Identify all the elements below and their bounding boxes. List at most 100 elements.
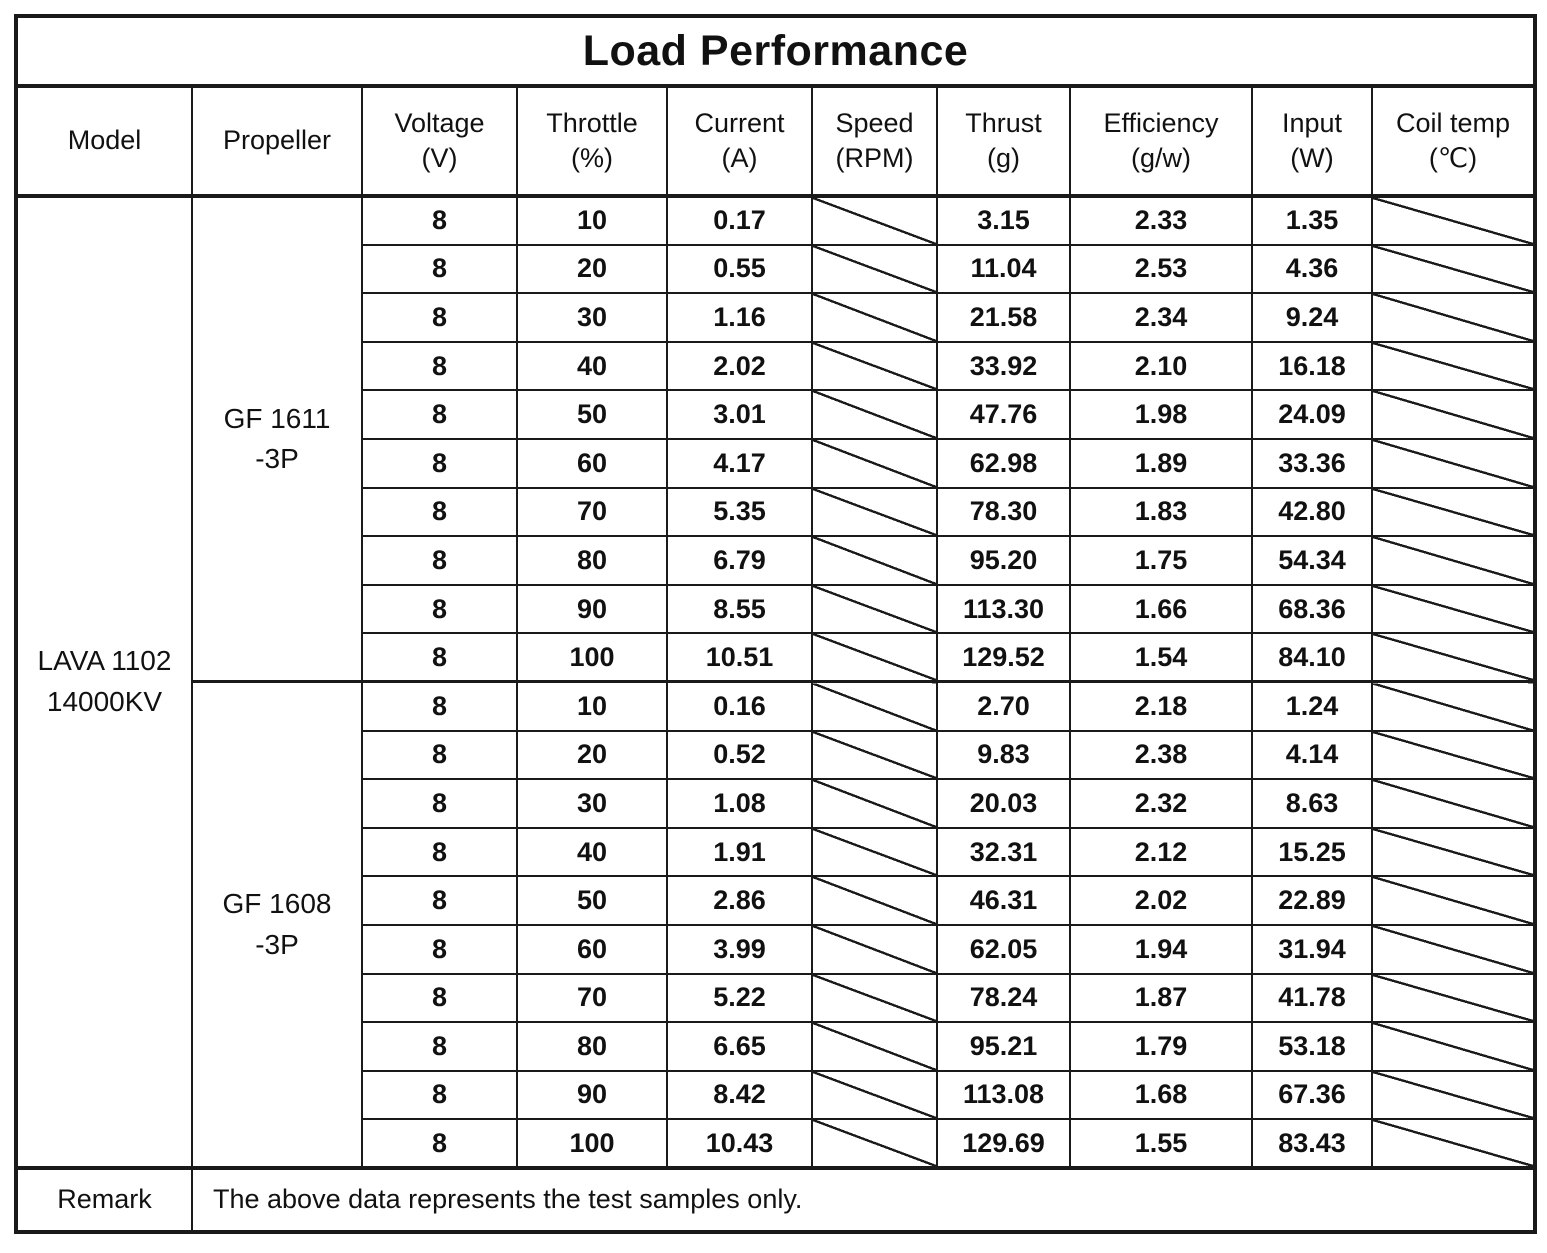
- efficiency-cell: 1.89: [1069, 437, 1253, 489]
- current-cell: 3.01: [666, 389, 813, 440]
- coil-temp-cell: [1370, 583, 1537, 635]
- table-row: 8 80 6.65 95.21 1.79 53.18: [16, 1021, 1537, 1072]
- thrust-cell: 21.58: [936, 292, 1071, 343]
- speed-cell: [811, 486, 938, 538]
- voltage-cell: 8: [361, 243, 518, 295]
- coil-temp-cell: [1370, 340, 1537, 392]
- throttle-cell: 60: [516, 437, 668, 489]
- current-cell: 1.16: [666, 292, 813, 343]
- speed-cell: [811, 923, 938, 975]
- efficiency-cell: 2.38: [1069, 729, 1253, 781]
- current-cell: 0.55: [666, 243, 813, 295]
- remark-row: Remark The above data represents the tes…: [15, 1165, 1537, 1233]
- coil-temp-cell: [1370, 535, 1537, 586]
- voltage-cell: 8: [361, 486, 518, 538]
- thrust-cell: 11.04: [936, 243, 1071, 295]
- coil-temp-cell: [1370, 1069, 1537, 1121]
- column-unit: (V): [421, 143, 458, 173]
- thrust-cell: 46.31: [936, 875, 1071, 926]
- table-row: 8 90 8.55 113.30 1.66 68.36: [16, 583, 1537, 635]
- speed-cell: [811, 340, 938, 392]
- column-header-voltage: Voltage (V): [361, 85, 518, 198]
- input-cell: 1.24: [1251, 680, 1373, 732]
- input-cell: 4.14: [1251, 729, 1373, 781]
- column-header-propeller: Propeller: [191, 85, 363, 198]
- thrust-cell: 3.15: [936, 195, 1071, 246]
- column-header-row: Model Propeller Voltage (V) Throttle (%)…: [15, 85, 1537, 198]
- remark-label: Remark: [15, 1165, 193, 1233]
- input-cell: 22.89: [1251, 875, 1373, 926]
- current-cell: 2.02: [666, 340, 813, 392]
- throttle-cell: 30: [516, 778, 668, 829]
- load-performance-table-container: Load Performance Model Propeller Voltage…: [14, 14, 1538, 1234]
- table-row: 8 30 1.08 20.03 2.32 8.63: [16, 778, 1537, 829]
- efficiency-cell: 2.12: [1069, 826, 1253, 878]
- current-cell: 0.16: [666, 680, 813, 732]
- coil-temp-cell: [1370, 826, 1537, 878]
- input-cell: 42.80: [1251, 486, 1373, 538]
- thrust-cell: 47.76: [936, 389, 1071, 440]
- input-cell: 1.35: [1251, 195, 1373, 246]
- table-row: 8 70 5.22 78.24 1.87 41.78: [16, 972, 1537, 1024]
- throttle-cell: 100: [516, 1118, 668, 1169]
- efficiency-cell: 1.83: [1069, 486, 1253, 538]
- efficiency-cell: 2.33: [1069, 195, 1253, 246]
- table-row: LAVA 1102 14000KV GF 1611 -3P 8 10 0.17 3.15 2.3…: [15, 195, 1537, 1169]
- speed-cell: [811, 778, 938, 829]
- column-label: Model: [67, 125, 142, 156]
- column-unit: (g/w): [1131, 143, 1191, 173]
- voltage-cell: 8: [361, 875, 518, 926]
- model-cell: LAVA 1102 14000KV: [15, 195, 193, 1169]
- coil-temp-cell: [1370, 680, 1537, 732]
- table-row: 8 60 4.17 62.98 1.89 33.36: [16, 437, 1537, 489]
- column-label: Voltage: [394, 107, 485, 138]
- efficiency-cell: 1.87: [1069, 972, 1253, 1024]
- speed-cell: [811, 437, 938, 489]
- efficiency-cell: 2.02: [1069, 875, 1253, 926]
- column-unit: (℃): [1428, 143, 1478, 173]
- table-row: GF 1608 -3P 8 10 0.16 2.70 2.18 1.24: [16, 680, 1537, 1169]
- current-cell: 1.91: [666, 826, 813, 878]
- table-body: LAVA 1102 14000KV GF 1611 -3P 8 10 0.17 3.15 2.3…: [15, 195, 1537, 1169]
- coil-temp-cell: [1370, 195, 1537, 246]
- voltage-cell: 8: [361, 680, 518, 732]
- input-cell: 4.36: [1251, 243, 1373, 295]
- thrust-cell: 113.08: [936, 1069, 1071, 1121]
- current-cell: 1.08: [666, 778, 813, 829]
- current-cell: 4.17: [666, 437, 813, 489]
- remark-text: The above data represents the test sampl…: [190, 1165, 1537, 1233]
- input-cell: 24.09: [1251, 389, 1373, 440]
- throttle-cell: 90: [516, 583, 668, 635]
- speed-cell: [811, 535, 938, 586]
- current-cell: 5.35: [666, 486, 813, 538]
- current-cell: 10.51: [666, 632, 813, 683]
- column-label: Input: [1281, 107, 1343, 138]
- input-cell: 31.94: [1251, 923, 1373, 975]
- title-row: Load Performance: [14, 15, 1537, 88]
- coil-temp-cell: [1370, 729, 1537, 781]
- efficiency-cell: 2.34: [1069, 292, 1253, 343]
- current-cell: 0.17: [666, 195, 813, 246]
- column-unit: (A): [721, 143, 758, 173]
- thrust-cell: 2.70: [936, 680, 1071, 732]
- thrust-cell: 32.31: [936, 826, 1071, 878]
- coil-temp-cell: [1370, 875, 1537, 926]
- input-cell: 8.63: [1251, 778, 1373, 829]
- coil-temp-cell: [1370, 1021, 1537, 1072]
- efficiency-cell: 1.55: [1069, 1118, 1253, 1169]
- voltage-cell: 8: [361, 826, 518, 878]
- input-cell: 54.34: [1251, 535, 1373, 586]
- voltage-cell: 8: [361, 972, 518, 1024]
- thrust-cell: 129.69: [936, 1118, 1071, 1169]
- thrust-cell: 33.92: [936, 340, 1071, 392]
- column-label: Propeller: [222, 125, 332, 156]
- voltage-cell: 8: [361, 535, 518, 586]
- thrust-cell: 129.52: [936, 632, 1071, 683]
- coil-temp-cell: [1370, 923, 1537, 975]
- input-cell: 9.24: [1251, 292, 1373, 343]
- propeller-cell: GF 1608 -3P: [191, 680, 363, 1169]
- voltage-cell: 8: [361, 778, 518, 829]
- thrust-cell: 95.21: [936, 1021, 1071, 1072]
- throttle-cell: 10: [516, 195, 668, 246]
- voltage-cell: 8: [361, 632, 518, 683]
